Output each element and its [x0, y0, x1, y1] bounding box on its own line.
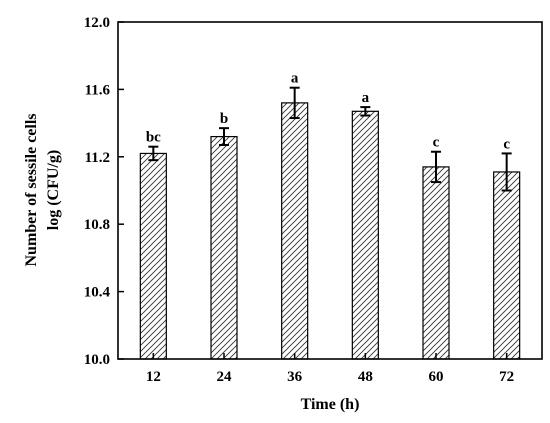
significance-label: c	[433, 135, 440, 151]
bar	[493, 171, 521, 360]
significance-label: b	[220, 111, 228, 127]
bar	[281, 102, 309, 360]
y-tick-label: 11.6	[85, 82, 111, 98]
x-tick-label: 24	[217, 369, 233, 385]
y-tick-label: 10.8	[84, 217, 110, 233]
x-tick-label: 60	[429, 369, 444, 385]
x-tick-label: 36	[287, 369, 303, 385]
y-tick-label: 10.4	[84, 285, 111, 301]
y-tick-label: 11.2	[85, 150, 110, 166]
y-axis-title-line2: log (CFU/g)	[45, 150, 62, 230]
bar	[210, 135, 238, 360]
significance-label: a	[362, 90, 370, 106]
bar	[422, 166, 450, 360]
significance-label: bc	[146, 130, 161, 146]
x-tick-label: 72	[499, 369, 514, 385]
x-tick-label: 48	[358, 369, 373, 385]
bar	[139, 152, 167, 360]
significance-label: c	[503, 136, 510, 152]
plot-frame	[117, 21, 543, 360]
x-axis-title: Time (h)	[301, 396, 360, 413]
significance-label: a	[291, 71, 299, 87]
x-tick-label: 12	[146, 369, 161, 385]
y-axis-title-line1: Number of sessile cells	[23, 113, 40, 266]
y-tick-label: 12.0	[84, 15, 110, 31]
y-tick-label: 10.0	[84, 352, 110, 368]
bar	[351, 110, 379, 360]
